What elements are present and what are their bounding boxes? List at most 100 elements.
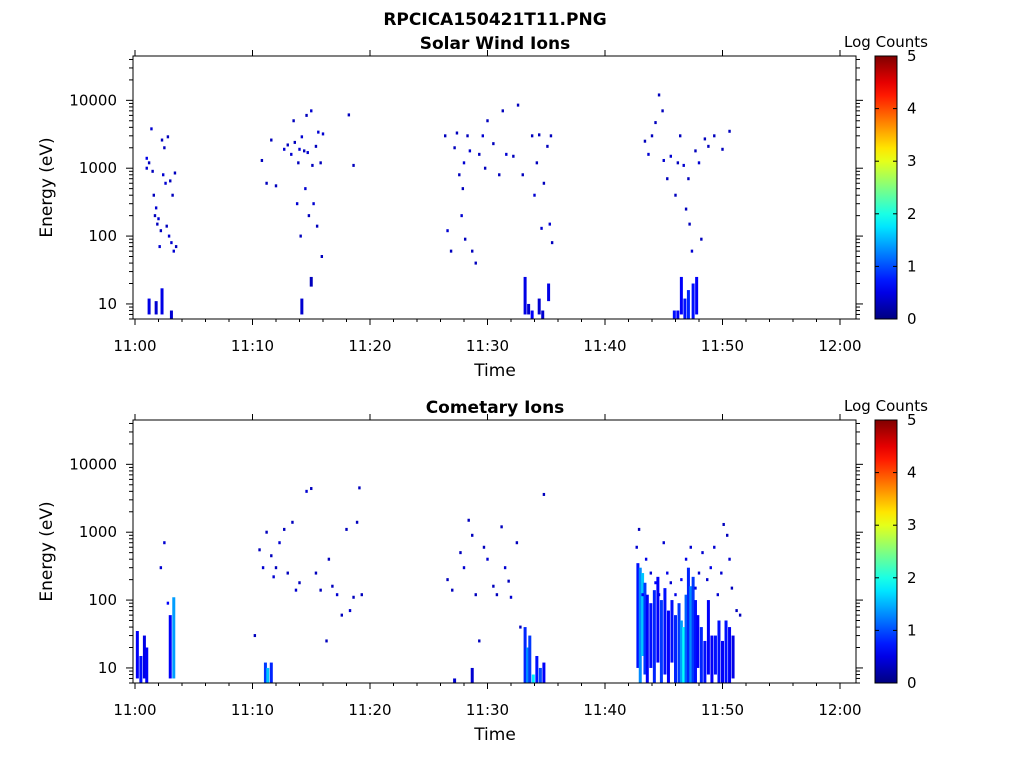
data-point — [468, 149, 472, 153]
data-point — [169, 179, 172, 183]
data-point — [314, 144, 318, 148]
data-point — [471, 249, 474, 253]
data-point — [258, 548, 261, 552]
data-point — [709, 566, 712, 570]
data-point — [676, 161, 680, 165]
data-column — [706, 600, 710, 675]
data-point — [265, 530, 268, 534]
data-point — [666, 177, 669, 181]
y-tick-label: 10 — [98, 295, 117, 313]
colorbar-gradient — [874, 419, 898, 684]
data-point — [347, 113, 351, 117]
data-point — [533, 193, 536, 197]
data-column — [470, 667, 474, 683]
data-point — [495, 593, 499, 597]
data-point — [172, 249, 175, 253]
data-column — [696, 615, 700, 668]
data-column — [652, 590, 656, 683]
data-point — [674, 593, 677, 597]
data-point — [643, 139, 647, 143]
data-point — [687, 177, 690, 181]
data-point — [260, 158, 264, 162]
data-point — [501, 109, 504, 113]
data-column — [636, 563, 640, 668]
data-point — [444, 134, 447, 138]
data-point — [159, 229, 163, 233]
data-column — [643, 582, 647, 675]
data-point — [680, 578, 683, 582]
data-point — [679, 134, 682, 138]
data-point — [649, 571, 653, 575]
data-points — [145, 93, 731, 265]
data-point — [492, 584, 495, 588]
data-point — [471, 533, 474, 537]
data-column — [453, 678, 457, 683]
data-point — [481, 134, 484, 138]
data-point — [451, 588, 454, 592]
data-point — [720, 571, 723, 575]
data-point — [290, 152, 293, 156]
data-point — [542, 492, 546, 496]
data-point — [335, 593, 339, 597]
data-point — [688, 222, 691, 226]
data-column — [659, 600, 663, 683]
data-point — [312, 202, 315, 206]
data-column — [523, 627, 527, 683]
x-axis-label: Time — [473, 725, 516, 745]
data-point — [689, 545, 692, 549]
data-point — [446, 578, 449, 582]
data-point — [272, 575, 275, 579]
x-axis-label: Time — [473, 361, 516, 381]
data-point — [154, 206, 158, 210]
data-point — [306, 151, 309, 155]
y-tick-label: 100 — [88, 591, 117, 609]
data-point — [728, 557, 731, 561]
colorbar-tick-label: 5 — [907, 47, 917, 65]
data-point — [270, 554, 273, 558]
y-tick-label: 10 — [98, 659, 117, 677]
data-column — [695, 276, 699, 315]
y-axis: 10 100 1000 10000 Energy (eV) — [37, 58, 863, 320]
data-column — [666, 610, 670, 683]
panel-title: Cometary Ions — [426, 398, 565, 418]
data-point — [360, 593, 363, 597]
data-point — [358, 486, 361, 490]
colorbar-label: Log Counts — [844, 397, 928, 415]
data-point — [446, 229, 449, 233]
data-point — [352, 163, 355, 167]
data-point — [145, 156, 148, 160]
data-point — [283, 147, 286, 151]
data-point — [662, 158, 665, 162]
data-point — [150, 127, 153, 131]
data-column — [300, 298, 304, 315]
y-tick-label: 1000 — [79, 523, 117, 541]
data-point — [463, 237, 467, 241]
y-axis-label: Energy (eV) — [37, 501, 57, 601]
data-point — [462, 161, 466, 165]
x-tick-label: 11:40 — [583, 701, 626, 719]
data-point — [158, 245, 161, 249]
colorbar-tick-label: 0 — [907, 310, 917, 328]
data-point — [486, 557, 489, 561]
data-point — [162, 173, 165, 177]
data-point — [694, 149, 697, 153]
data-point — [265, 181, 268, 185]
data-point — [167, 234, 171, 238]
data-point — [171, 193, 174, 197]
plot-frame — [132, 419, 857, 684]
data-point — [707, 144, 710, 148]
data-point — [295, 202, 299, 206]
data-column — [135, 631, 139, 679]
data-point — [661, 109, 664, 113]
plot-area — [133, 56, 856, 319]
data-point — [461, 187, 465, 191]
data-point — [157, 217, 160, 221]
data-point — [538, 133, 541, 137]
data-point — [694, 586, 697, 590]
data-point — [467, 518, 470, 522]
data-column — [731, 635, 735, 679]
data-point — [305, 113, 308, 117]
data-point — [286, 571, 289, 575]
data-point — [325, 639, 328, 643]
